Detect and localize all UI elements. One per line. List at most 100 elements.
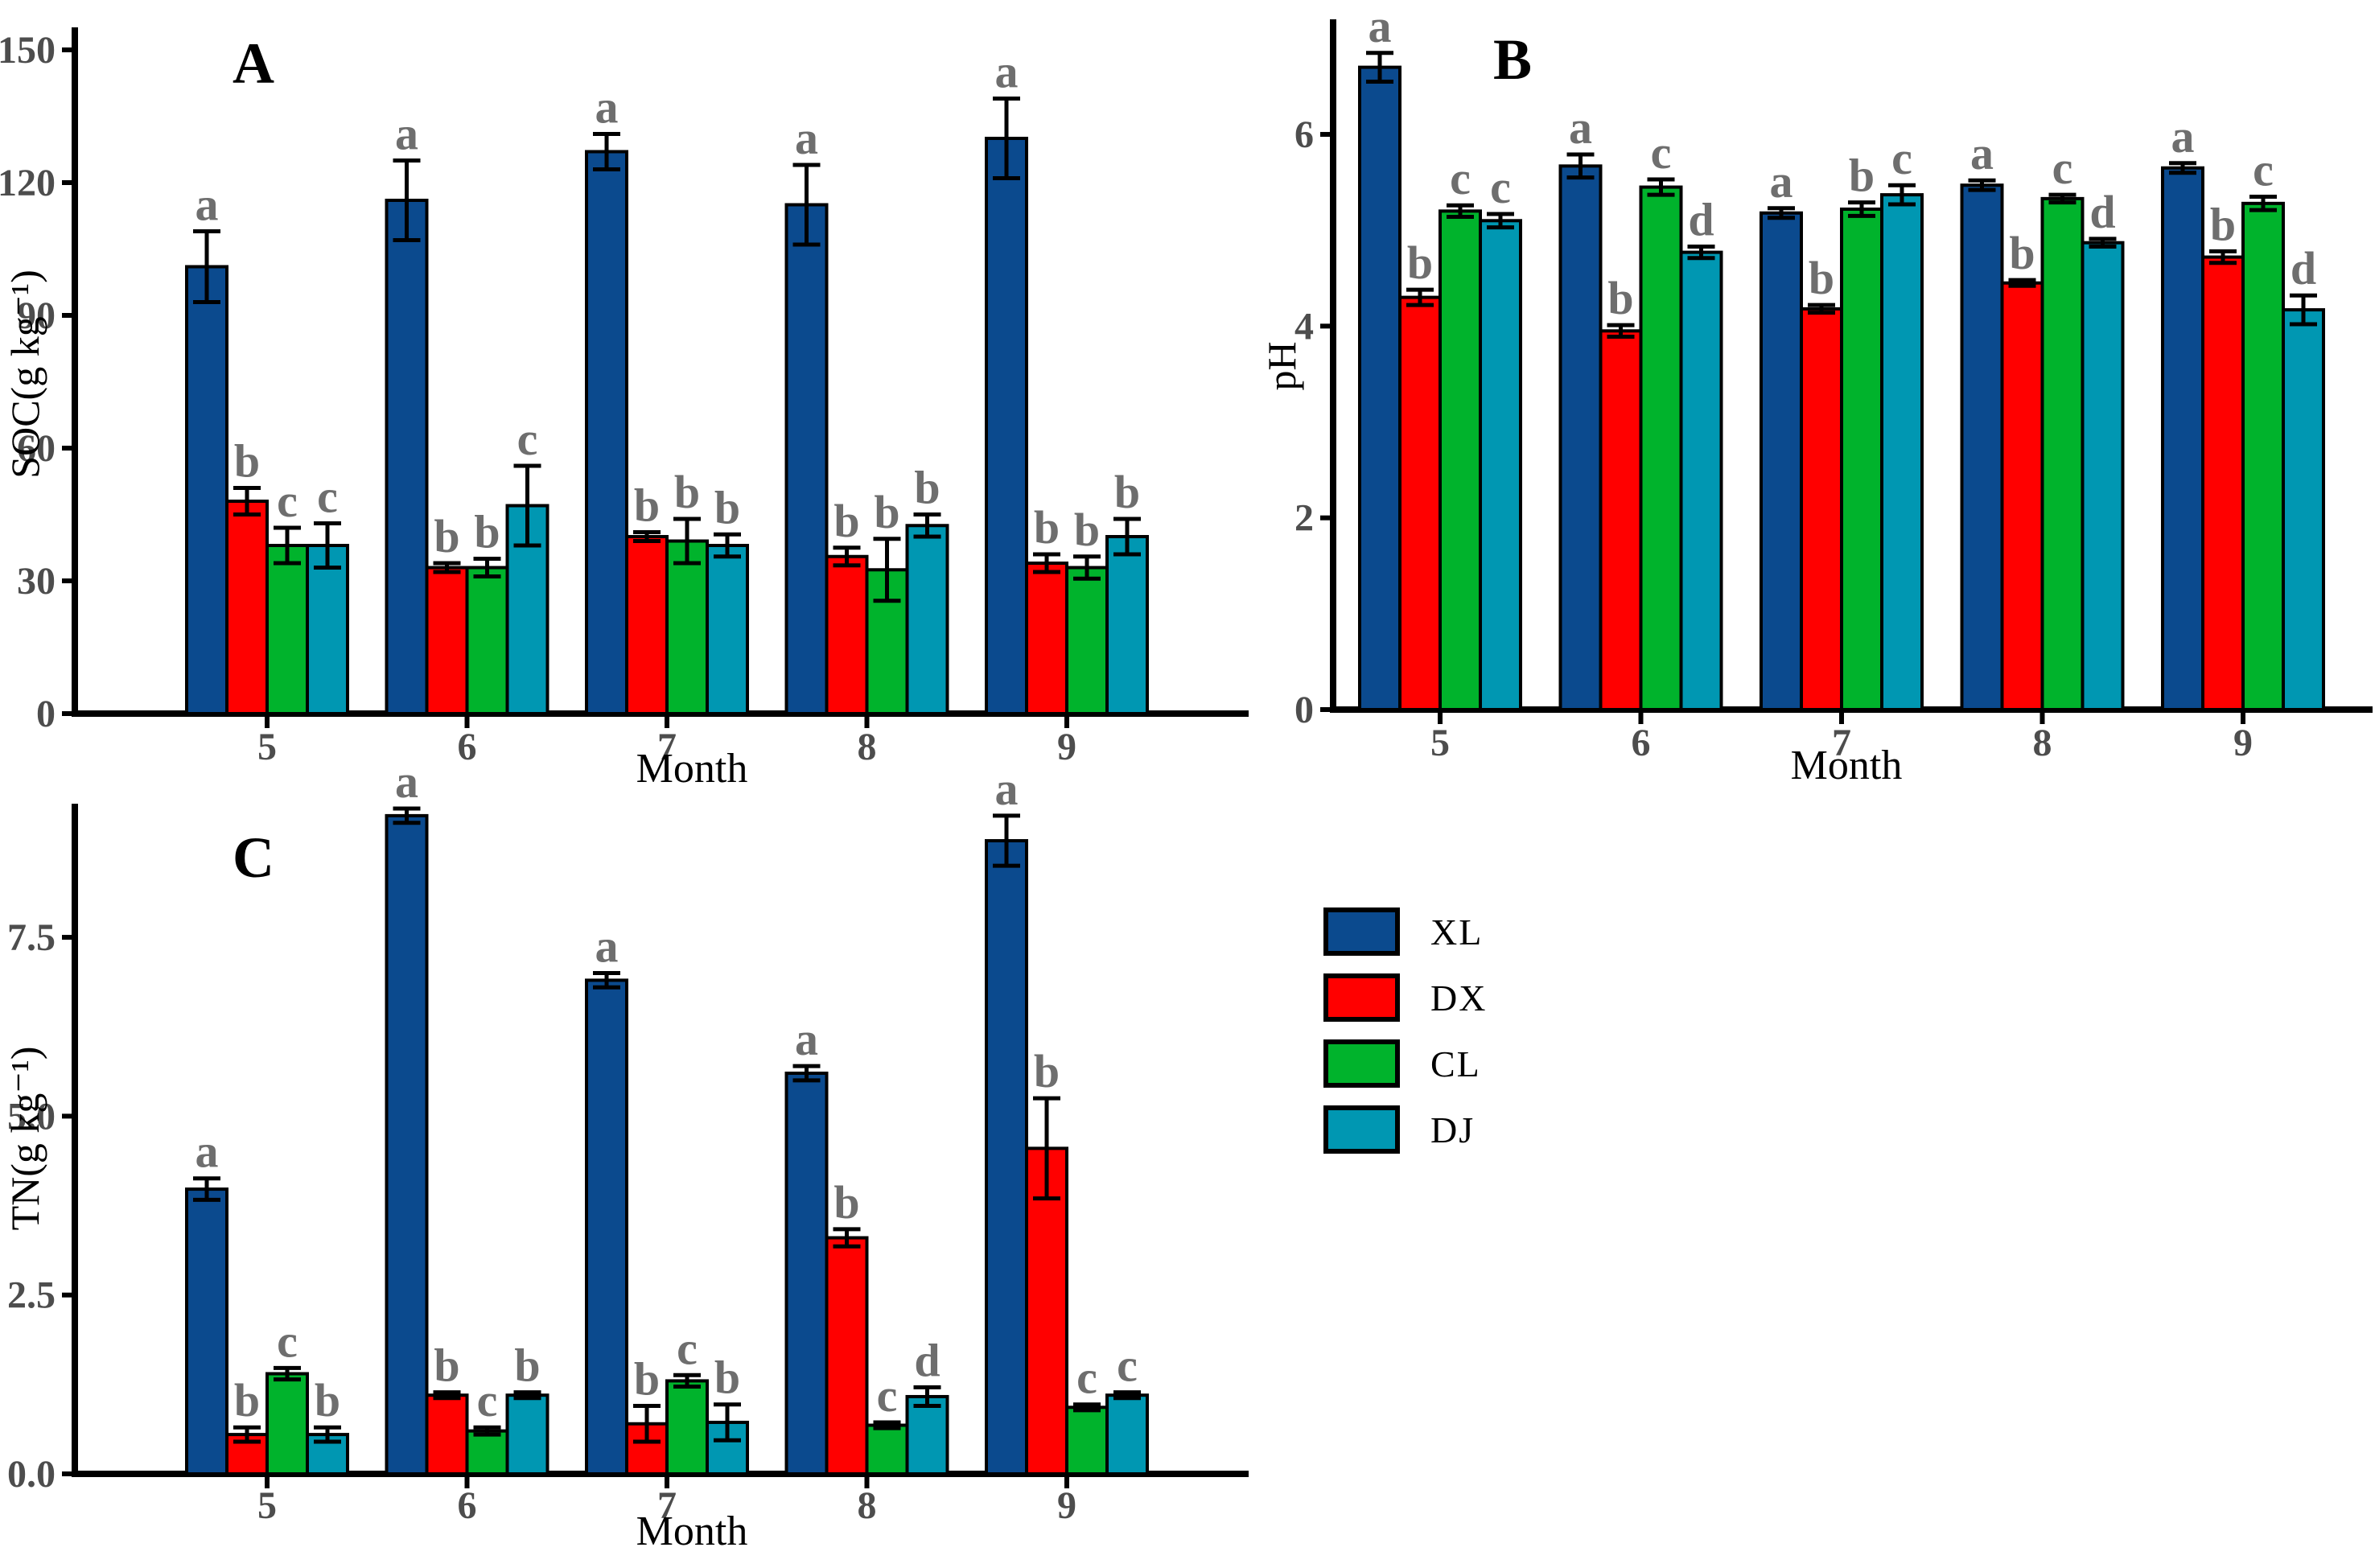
y-tick-label: 5.0 [7,1095,56,1138]
sig-letter: a [1970,127,1994,179]
x-tick-label: 7 [1832,722,1851,764]
sig-letter: b [634,479,660,532]
legend-swatch-dj [1323,1105,1400,1154]
sig-letter: b [234,1374,260,1426]
y-tick-label: 30 [17,560,56,603]
y-tick-label: 6 [1294,113,1314,156]
bar-cl-month-5 [265,544,309,715]
bar-xl-month-9 [985,137,1028,715]
bar-dx-month-6 [425,566,469,715]
sig-letter: a [2171,110,2195,163]
y-tick-label: 2.5 [7,1274,56,1317]
bar-dj-month-9 [2282,308,2325,711]
x-tick-label: 8 [2033,722,2052,764]
sig-letter: b [1114,466,1140,518]
bar-xl-month-8 [784,203,829,715]
sig-letter: c [1450,152,1471,204]
sig-letter: b [634,1353,660,1405]
sig-letter: d [914,1334,940,1386]
sig-letter: c [1076,1352,1097,1404]
x-tick-label: 5 [257,726,277,768]
legend-swatch-cl [1323,1039,1400,1088]
y-axis-title: pH [1259,341,1304,390]
bar-dj-month-8 [2081,241,2125,711]
sig-letter: c [1651,126,1672,179]
legend: XL DX CL DJ [1323,907,1487,1154]
bar-dx-month-7 [625,535,669,715]
bar-dx-month-9 [1025,1146,1068,1475]
bar-dj-month-9 [1105,1393,1149,1476]
sig-letter: b [1034,1045,1060,1097]
bar-dx-month-8 [2000,281,2044,711]
sig-letter: d [2291,242,2316,294]
bar-xl-month-7 [585,150,628,715]
x-tick-label: 9 [1057,1484,1076,1527]
sig-letter: a [196,179,219,231]
legend-label: DX [1430,977,1488,1019]
x-axis-title: Month [636,746,748,792]
bar-dj-month-9 [1105,535,1149,715]
sig-letter: b [833,495,859,547]
x-tick-label: 6 [1632,722,1651,764]
bar-cl-month-6 [465,1429,509,1475]
sig-letter: a [395,108,418,160]
x-axis-title: Month [636,1508,748,1554]
y-tick-label: 4 [1294,305,1314,348]
sig-letter: d [1688,193,1714,245]
sig-letter: b [674,466,700,518]
sig-letter: c [2253,143,2274,195]
sig-letter: b [833,1176,859,1228]
sig-letter: a [995,46,1019,98]
sig-letter: b [874,486,899,538]
sig-letter: b [1074,504,1100,556]
y-tick-label: 2 [1294,497,1314,540]
sig-letter: a [395,755,418,808]
bar-cl-month-9 [2241,201,2285,712]
sig-letter: a [196,1126,219,1178]
bar-xl-month-5 [185,265,228,715]
x-tick-label: 7 [657,726,677,768]
x-tick-label: 6 [458,1484,477,1527]
sig-letter: a [595,920,619,973]
bar-cl-month-7 [1840,207,1883,711]
sig-letter: c [1490,161,1511,213]
sig-letter: a [795,112,818,164]
bar-cl-month-8 [2040,196,2085,711]
bar-dx-month-6 [1599,329,1643,711]
sig-letter: b [315,1374,340,1426]
bar-xl-month-9 [2161,166,2204,711]
bar-xl-month-7 [1760,211,1803,712]
legend-item-dx: DX [1323,973,1487,1022]
bar-cl-month-9 [1065,1405,1109,1475]
bar-dj-month-7 [706,544,749,715]
sig-letter: b [434,1340,459,1392]
sig-letter: b [1607,272,1633,324]
x-tick-label: 8 [858,1484,877,1527]
x-tick-label: 8 [858,726,877,768]
sig-letter: a [795,1013,818,1065]
sig-letter: b [434,510,459,562]
bar-cl-month-6 [465,566,509,715]
x-tick-label: 9 [1057,726,1076,768]
y-tick-label: 7.5 [7,916,56,959]
sig-letter: c [517,413,538,465]
bar-cl-month-5 [265,1372,309,1475]
bar-xl-month-8 [784,1072,829,1475]
sig-letter: c [2052,142,2073,194]
sig-letter: a [1569,101,1592,154]
bar-dx-month-9 [1025,562,1068,715]
legend-label: DJ [1430,1109,1476,1150]
bar-xl-month-7 [585,978,628,1475]
legend-label: CL [1430,1043,1481,1084]
bar-dx-month-5 [1398,295,1442,711]
bar-cl-month-7 [665,1379,709,1475]
y-axis-title: TN(g kg⁻¹) [2,1047,47,1231]
panel-label: B [1493,27,1532,92]
sig-letter: b [1849,150,1875,202]
bar-cl-month-9 [1065,566,1109,715]
bar-dj-month-6 [505,1393,549,1476]
